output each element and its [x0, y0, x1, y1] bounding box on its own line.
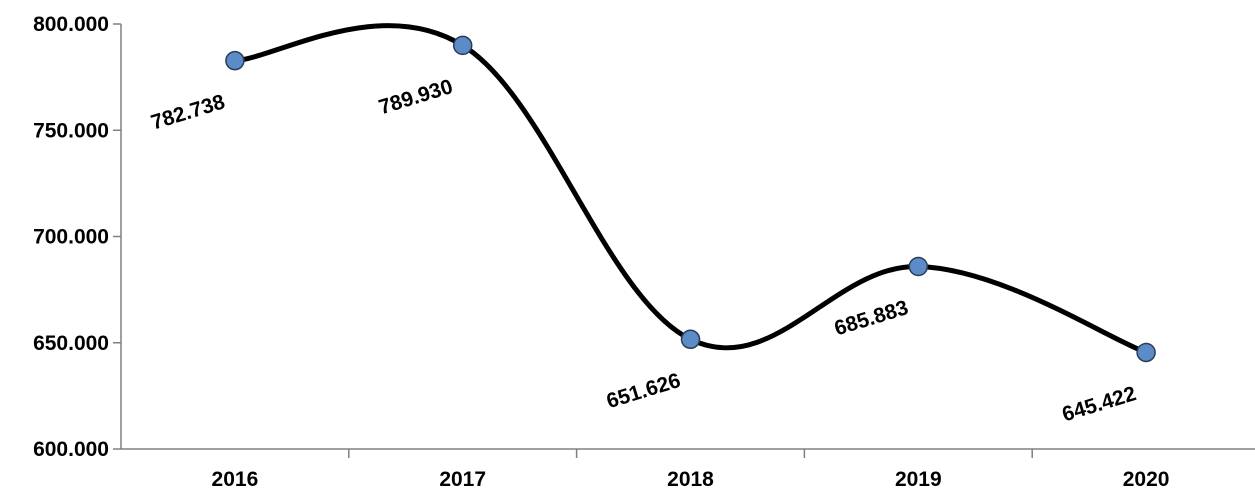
data-label-layer: 782.738 789.930 651.626 685.883 645.422: [148, 75, 1139, 426]
data-label: 782.738: [148, 90, 228, 134]
x-tick-label: 2019: [895, 468, 942, 491]
x-tick-label: 2016: [212, 468, 259, 491]
data-label: 645.422: [1060, 382, 1139, 426]
y-tick-label: 650.000: [33, 332, 109, 355]
y-tick-label: 700.000: [33, 226, 109, 249]
data-label: 789.930: [376, 75, 455, 119]
data-point-marker: [680, 329, 701, 350]
y-tick-label: 800.000: [33, 13, 109, 36]
y-tick-label: 600.000: [33, 438, 109, 461]
x-tick-label: 2018: [667, 468, 714, 491]
data-point-marker: [1136, 342, 1156, 363]
marker-layer: [225, 35, 1156, 363]
data-point-marker: [452, 35, 473, 56]
series-line-layer: [232, 23, 1149, 355]
chart-axes: 600.000 650.000 700.000 750.000 800.000 2016 2…: [33, 13, 1255, 491]
series-line: [232, 23, 1149, 355]
data-point-marker: [908, 256, 929, 277]
data-label: 651.626: [604, 369, 683, 413]
y-tick-label: 750.000: [33, 119, 109, 142]
data-label: 685.883: [832, 296, 911, 340]
x-tick-label: 2020: [1123, 468, 1170, 491]
data-point-marker: [225, 50, 245, 71]
x-tick-label: 2017: [439, 468, 486, 491]
